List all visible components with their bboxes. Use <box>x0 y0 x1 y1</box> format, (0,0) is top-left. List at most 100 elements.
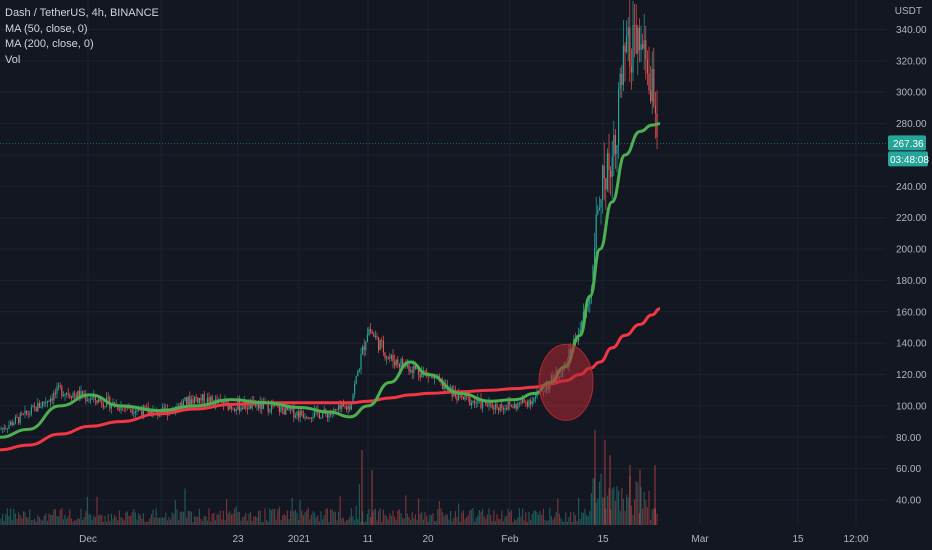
candle-body <box>347 405 349 410</box>
price-tick-label: 340.00 <box>896 25 927 36</box>
volume-bar <box>613 487 615 525</box>
candle-body <box>98 399 100 403</box>
candle-body <box>278 406 280 412</box>
candle-body <box>56 386 58 394</box>
volume-bar <box>507 508 509 525</box>
candle-body <box>474 400 476 403</box>
volume-bar <box>470 509 472 525</box>
volume-bar <box>456 517 458 525</box>
candle-body <box>11 421 13 426</box>
volume-bar <box>298 520 300 525</box>
symbol-title[interactable]: Dash / TetherUS, 4h, BINANCE <box>5 7 159 19</box>
volume-bar <box>445 514 447 525</box>
vol-legend[interactable]: Vol <box>5 53 21 66</box>
candle-body <box>410 370 412 372</box>
candle-body <box>314 410 316 417</box>
volume-bar <box>56 515 58 525</box>
candle-body <box>395 359 397 366</box>
candle-body <box>26 410 28 414</box>
volume-bar <box>414 514 416 525</box>
candle-body <box>146 407 148 408</box>
candle-body <box>507 401 509 410</box>
candle-body <box>192 399 194 404</box>
candle-body <box>475 402 477 404</box>
candle-body <box>118 409 120 411</box>
volume-bar <box>202 521 204 525</box>
time-tick-label: 15 <box>792 534 804 545</box>
candle-body <box>382 340 384 353</box>
volume-bar <box>214 520 216 525</box>
candle-body <box>330 413 332 415</box>
volume-bar <box>58 516 60 525</box>
volume-bar <box>530 519 532 525</box>
candle-body <box>250 402 252 409</box>
candle-body <box>29 413 31 415</box>
volume-bar <box>616 486 618 525</box>
volume-bar <box>518 508 520 525</box>
volume-bar <box>198 508 200 525</box>
volume-bar <box>403 518 405 525</box>
volume-bar <box>302 515 304 525</box>
volume-bar <box>149 518 151 525</box>
volume-bar <box>464 519 466 525</box>
candle-body <box>331 413 333 415</box>
candle-body <box>85 395 87 401</box>
volume-bar <box>142 513 144 525</box>
volume-bar <box>606 495 608 525</box>
candle-body <box>376 336 378 338</box>
candle-body <box>371 332 373 334</box>
volume-bar <box>218 514 220 525</box>
volume-bar <box>162 517 164 525</box>
volume-bar <box>48 513 50 525</box>
chart-legend: Dash / TetherUS, 4h, BINANCE MA (50, clo… <box>5 6 159 68</box>
candle-body <box>62 395 64 397</box>
volume-bar <box>422 519 424 525</box>
candle-body <box>336 409 338 411</box>
ma50-legend[interactable]: MA (50, close, 0) <box>5 22 88 35</box>
ma200-legend[interactable]: MA (200, close, 0) <box>5 38 94 50</box>
candle-body <box>510 404 512 407</box>
volume-bar <box>493 510 495 525</box>
candle-body <box>8 424 10 429</box>
volume-bar <box>506 516 508 525</box>
candle-body <box>58 385 60 387</box>
candle-body <box>272 404 274 407</box>
candle-body <box>368 328 370 335</box>
volume-bar <box>523 520 525 525</box>
candle-body <box>30 407 32 414</box>
candle-body <box>202 394 204 401</box>
volume-bar <box>509 512 511 525</box>
candle-body <box>411 370 413 373</box>
price-tick-label: 80.00 <box>896 433 921 444</box>
volume-bar <box>283 513 285 525</box>
volume-bar <box>429 515 431 525</box>
volume-bar <box>64 514 66 525</box>
volume-bar <box>406 513 408 525</box>
volume-bar <box>338 511 340 525</box>
candle-body <box>606 153 608 190</box>
volume-bar <box>630 505 632 525</box>
candle-body <box>18 417 20 424</box>
candle-body <box>494 404 496 410</box>
volume-bar <box>256 517 258 525</box>
volume-bar <box>232 513 234 525</box>
candle-body <box>77 390 79 398</box>
volume-bar <box>109 521 111 525</box>
volume-bar <box>312 511 314 525</box>
candle-body <box>86 399 88 401</box>
volume-bar <box>459 521 461 525</box>
volume-bar <box>502 521 504 525</box>
volume-bar <box>544 519 546 525</box>
volume-bar <box>576 521 578 525</box>
candle-body <box>509 401 511 405</box>
candle-body <box>21 413 23 415</box>
volume-bar <box>558 513 560 525</box>
volume-bar <box>602 497 604 525</box>
volume-bar <box>538 514 540 525</box>
candle-body <box>517 403 519 409</box>
volume-bar <box>328 521 330 525</box>
volume-bar <box>27 518 29 525</box>
volume-bar <box>622 498 624 525</box>
candle-body <box>387 357 389 359</box>
